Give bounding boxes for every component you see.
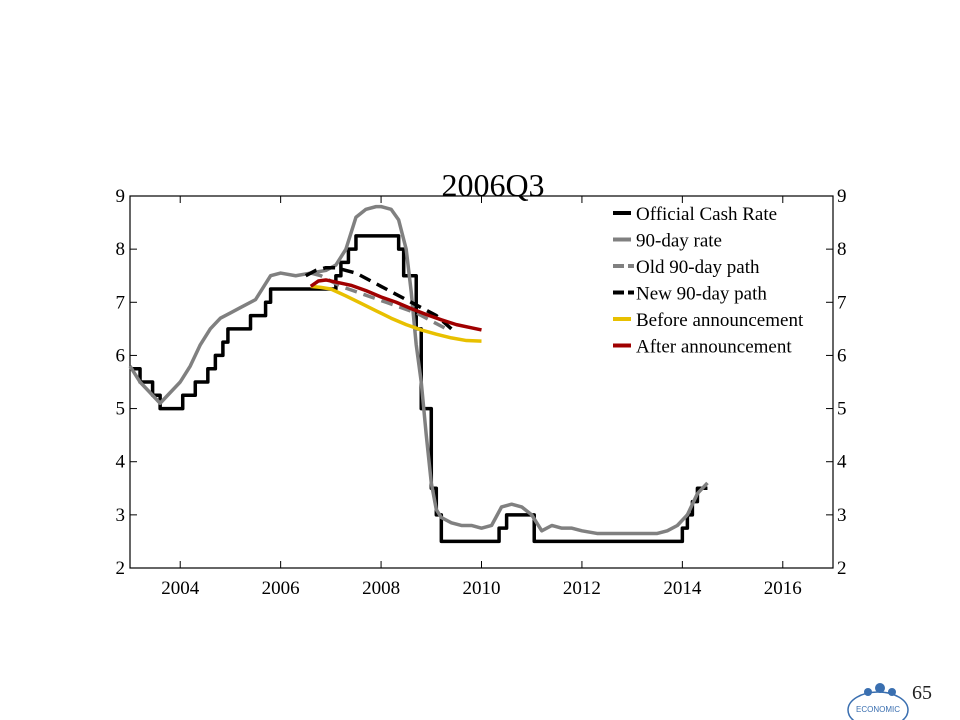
series-line-2 bbox=[310, 271, 448, 331]
legend-label-2: Old 90-day path bbox=[636, 257, 760, 278]
logo-image: ECONOMIC bbox=[847, 683, 909, 720]
legend-label-3: New 90-day path bbox=[636, 284, 767, 305]
y-tick-label-right: 5 bbox=[837, 399, 847, 420]
chart-title: 2006Q3 bbox=[441, 167, 544, 203]
legend-label-4: Before announcement bbox=[636, 310, 804, 331]
y-tick-label-right: 4 bbox=[837, 452, 847, 473]
series-layer bbox=[128, 204, 709, 544]
y-tick-label-left: 7 bbox=[116, 292, 126, 313]
y-tick-label-left: 8 bbox=[116, 239, 126, 260]
x-tick-label: 2010 bbox=[463, 578, 501, 599]
legend-label-1: 90-day rate bbox=[636, 231, 722, 252]
series-line-5 bbox=[309, 278, 482, 332]
page-number: 65 bbox=[912, 682, 932, 704]
x-tick-label: 2016 bbox=[764, 578, 802, 599]
y-tick-label-left: 5 bbox=[116, 399, 126, 420]
plot-border bbox=[129, 195, 834, 569]
y-tick-label-right: 3 bbox=[837, 505, 847, 526]
y-tick-label-left: 4 bbox=[116, 452, 126, 473]
x-tick-label: 2006 bbox=[262, 578, 300, 599]
series-line-3 bbox=[304, 265, 453, 331]
x-tick-label: 2012 bbox=[563, 578, 601, 599]
svg-text:ECONOMIC: ECONOMIC bbox=[856, 705, 900, 714]
y-tick-label-left: 6 bbox=[116, 345, 126, 366]
y-tick-label-right: 8 bbox=[837, 239, 847, 260]
y-tick-label-left: 9 bbox=[116, 186, 126, 207]
x-tick-label: 2008 bbox=[362, 578, 400, 599]
legend-label-0: Official Cash Rate bbox=[636, 204, 777, 225]
y-tick-label-left: 2 bbox=[116, 558, 126, 579]
legend: Official Cash Rate 90-day rate Old 90-day … bbox=[613, 204, 804, 358]
series-line-1 bbox=[128, 204, 709, 536]
x-tick-label: 2004 bbox=[161, 578, 200, 599]
y-tick-label-right: 9 bbox=[837, 186, 847, 207]
y-tick-label-right: 2 bbox=[837, 558, 847, 579]
plot-frame bbox=[129, 195, 834, 569]
x-tick-label: 2014 bbox=[663, 578, 702, 599]
axis-ticks: 2 2 3 3 4 4 5 5 6 6 7 7 8 8 9 9 2004 2006 2008 2010 2012 2014… bbox=[116, 186, 848, 599]
y-tick-label-left: 3 bbox=[116, 505, 126, 526]
y-tick-label-right: 6 bbox=[837, 345, 847, 366]
series-line-4 bbox=[310, 284, 482, 343]
y-tick-label-right: 7 bbox=[837, 292, 847, 313]
legend-label-5: After announcement bbox=[636, 337, 792, 358]
series-line-0 bbox=[130, 234, 708, 544]
